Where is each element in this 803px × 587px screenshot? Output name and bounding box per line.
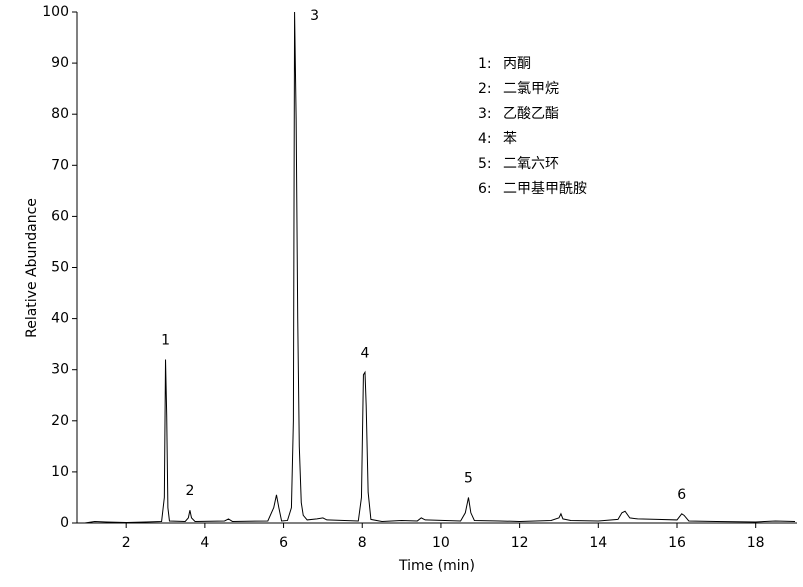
legend-text: 苯 <box>503 130 517 147</box>
x-tick-label: 8 <box>358 535 367 551</box>
x-axis-label: Time (min) <box>398 558 475 574</box>
legend-text: 二甲基甲酰胺 <box>503 180 587 197</box>
x-tick-label: 2 <box>122 535 131 551</box>
y-tick-label: 40 <box>51 311 69 327</box>
y-axis-label: Relative Abundance <box>24 198 40 338</box>
legend-text: 二氧六环 <box>503 156 559 172</box>
legend-key: 3: <box>478 106 492 122</box>
y-tick-label: 50 <box>51 260 69 276</box>
legend-text: 乙酸乙酯 <box>503 106 559 122</box>
trace <box>84 11 796 524</box>
legend-key: 6: <box>478 181 492 197</box>
x-tick-label: 12 <box>511 535 529 551</box>
y-tick-label: 30 <box>51 362 69 378</box>
peak-label: 4 <box>361 345 370 361</box>
x-tick-label: 18 <box>747 535 765 551</box>
y-tick-label: 80 <box>51 106 69 122</box>
peak-label: 2 <box>185 483 194 499</box>
legend-text: 丙酮 <box>503 56 531 72</box>
y-tick-label: 60 <box>51 208 69 224</box>
peak-label: 3 <box>310 8 319 24</box>
x-tick-label: 16 <box>668 535 686 551</box>
legend-key: 5: <box>478 156 492 172</box>
y-tick-label: 10 <box>51 464 69 480</box>
legend-text: 二氯甲烷 <box>503 81 559 97</box>
y-tick-label: 90 <box>51 55 69 71</box>
x-tick-label: 4 <box>200 535 209 551</box>
peak-label: 5 <box>464 470 473 486</box>
y-tick-label: 0 <box>60 515 69 531</box>
y-tick-label: 100 <box>42 4 69 20</box>
x-tick-label: 10 <box>432 535 450 551</box>
peak-label: 6 <box>677 487 686 503</box>
legend-key: 4: <box>478 131 492 147</box>
legend-key: 1: <box>478 56 492 72</box>
y-tick-label: 20 <box>51 413 69 429</box>
y-tick-label: 70 <box>51 157 69 173</box>
x-tick-label: 14 <box>589 535 607 551</box>
x-tick-label: 6 <box>279 535 288 551</box>
peak-label: 1 <box>161 332 170 348</box>
legend-key: 2: <box>478 81 492 97</box>
